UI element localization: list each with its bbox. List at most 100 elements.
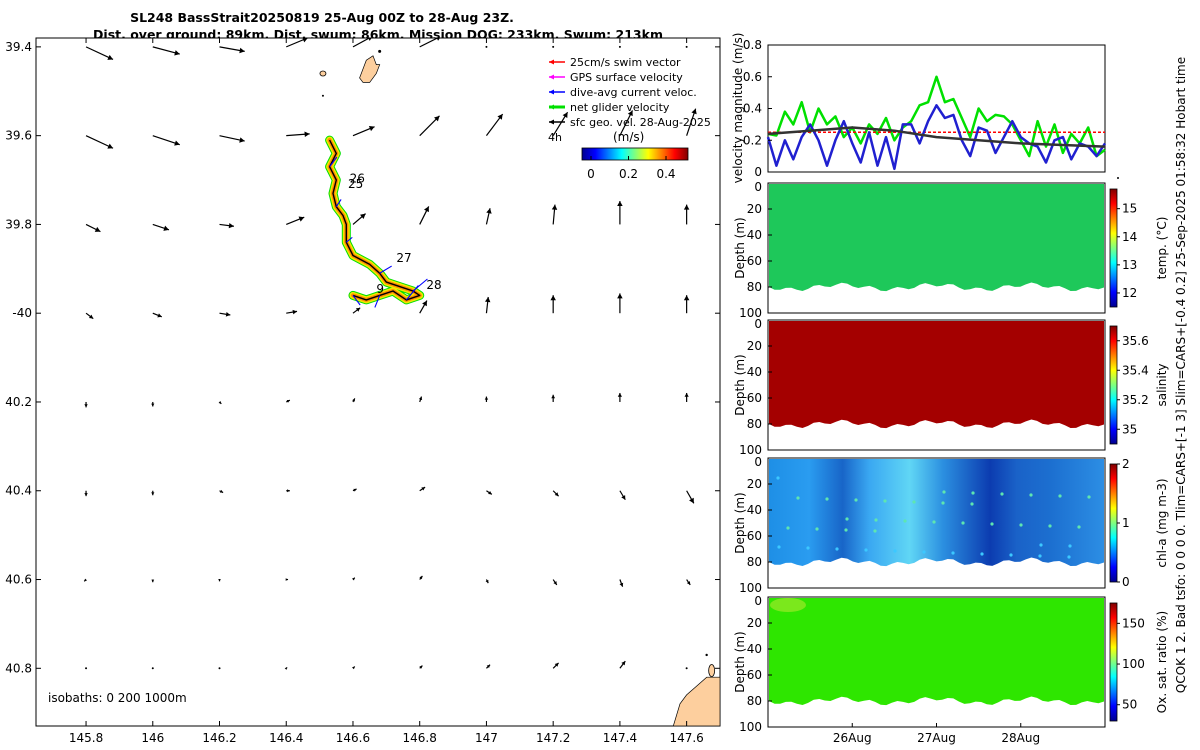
chla-speck (864, 548, 868, 552)
section-ytick-label: 60 (747, 391, 762, 405)
chla-speck (1067, 555, 1071, 559)
sfc-velocity-arrowhead (355, 307, 361, 312)
sfc-velocity-arrowhead (151, 579, 155, 583)
sfc-velocity-arrowhead (619, 582, 624, 587)
sfc-velocity-arrowhead (497, 114, 503, 120)
sfc-velocity-arrowhead (686, 581, 691, 585)
sfc-velocity-arrowhead (151, 492, 155, 496)
sfc-velocity-arrowhead (353, 488, 357, 492)
legend-4h: 4h (548, 131, 562, 144)
sfc-velocity-arrowhead (218, 578, 221, 582)
sfc-velocity-arrowhead (683, 295, 690, 301)
section-chla: 20 40 60 80 100 0 Depth (m) 0 1 2 chl-a (mg m-3) (733, 455, 1169, 595)
sfc-velocity-arrowhead (359, 213, 366, 219)
section-temp: 20 40 60 80 100 0 Depth (m) 12 13 14 15 temp. (°C) (733, 180, 1169, 320)
stray-point (1117, 177, 1119, 179)
colorbar-tick-label: 0 (1122, 575, 1130, 589)
islet-dot (378, 49, 382, 53)
chla-speck (932, 520, 936, 524)
velocity-series (766, 75, 1107, 171)
chla-speck (942, 490, 946, 494)
section-ytick-label: 60 (747, 529, 762, 543)
section-field-salinity (769, 321, 1104, 429)
sfc-velocity-arrowhead (436, 38, 440, 41)
colorbar-tick-label: 12 (1122, 286, 1137, 300)
velocity-frame (767, 44, 1106, 173)
chla-speck (873, 529, 877, 533)
chla-speck (815, 527, 819, 531)
colorbar-tick-label: 35.2 (1122, 393, 1149, 407)
sfc-velocity-arrowhead (689, 497, 694, 504)
chla-speck (1068, 544, 1072, 548)
chla-speck (1039, 543, 1043, 547)
islet-dot (705, 653, 708, 657)
section-ytick-label: 40 (747, 642, 762, 656)
colorbar-label: chl-a (mg m-3) (1155, 478, 1169, 567)
map-xtick-label: 146.6 (336, 731, 370, 745)
sfc-velocity-arrowhead (627, 110, 633, 117)
sfc-velocity-arrowhead (551, 394, 556, 399)
map-ytick-label: 40.2 (5, 395, 32, 409)
sfc-velocity-arrowhead (553, 581, 557, 585)
chla-speck (1000, 492, 1004, 496)
chla-speck (1077, 525, 1081, 529)
day-label: 25 (348, 177, 363, 191)
sfc-velocity-dot (151, 667, 154, 670)
sfc-velocity-dot (685, 45, 688, 48)
section-ytick-label: 20 (747, 616, 762, 630)
sfc-velocity-arrowhead (485, 579, 489, 584)
chla-speck (776, 476, 780, 480)
section-ylabel: Depth (m) (733, 631, 747, 692)
colorbar-tick-label: 0 (587, 167, 595, 181)
sfc-velocity-arrowhead (554, 662, 559, 667)
chla-speck (971, 491, 975, 495)
sfc-velocity-dot (218, 667, 221, 670)
sfc-velocity-arrowhead (163, 225, 169, 231)
sfc-velocity-arrowhead (94, 226, 101, 232)
chla-speck (1087, 495, 1091, 499)
chla-speck (961, 521, 965, 525)
sfc-velocity-arrowhead (621, 495, 626, 500)
chla-speck (941, 501, 945, 505)
section-ytick-label: 80 (747, 280, 762, 294)
sfc-velocity-arrowhead (292, 309, 298, 315)
chla-speck (893, 549, 897, 553)
map-ytick-label: 40.4 (5, 484, 32, 498)
sfc-velocity-arrowhead (287, 489, 290, 493)
dive-avg-current-arrow (345, 236, 353, 243)
velocity-panel: 0 0.2 0.4 0.6 0.8 velocity magnitude (m/s) (731, 33, 1119, 183)
sfc-velocity-arrowhead (683, 204, 690, 210)
section-ytick-label: 20 (747, 202, 762, 216)
legend-label: sfc geo. vel. 28-Aug-2025 (570, 116, 711, 129)
sfc-velocity-arrowhead (486, 664, 491, 669)
sfc-velocity-arrowhead (691, 108, 697, 115)
section-ytick-label: 100 (739, 306, 762, 320)
legend-swatch-head (549, 119, 554, 125)
colorbar-tick-label: 35.4 (1122, 363, 1149, 377)
sfc-velocity-arrowhead (174, 50, 180, 56)
colorbar-tick-label: 2 (1122, 457, 1130, 471)
velocity-ytick-label: 0.2 (743, 133, 762, 147)
velocity-ticks: 0 0.2 0.4 0.6 0.8 (743, 38, 1119, 179)
section-colorbar (1109, 325, 1118, 445)
velocity-ytick-label: 0 (754, 165, 762, 179)
map-y-ticks: 39.4 39.6 39.8 -40 40.2 40.4 40.6 40.8 (5, 40, 720, 675)
chla-speck (1058, 494, 1062, 498)
sfc-velocity-arrowhead (554, 492, 559, 497)
sfc-velocity-arrowhead (551, 204, 558, 210)
velocity-line (766, 104, 1107, 171)
map-xtick-label: 146.8 (403, 731, 437, 745)
velocity-ytick-label: 0.8 (743, 38, 762, 52)
section-ytick-label: 60 (747, 668, 762, 682)
map-x-ticks: 145.8 146 146.2 146.4 146.6 146.8 147 147.2 147.… (69, 38, 704, 745)
sfc-velocity-arrowhead (218, 401, 222, 404)
sfc-velocity-arrowhead (352, 398, 355, 402)
sfc-velocity-arrowhead (418, 396, 423, 401)
land-polygon (672, 676, 720, 726)
dive-avg-current-arrow (405, 285, 419, 301)
dive-avg-current-arrow (352, 295, 361, 306)
legend-label: GPS surface velocity (570, 71, 683, 84)
islet-dot (321, 94, 324, 97)
day-label: 28 (426, 278, 441, 292)
